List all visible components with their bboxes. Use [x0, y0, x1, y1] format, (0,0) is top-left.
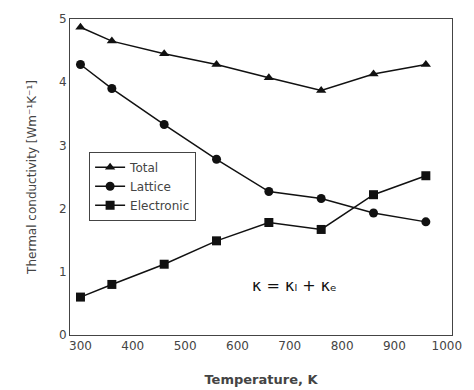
svg-text:1000: 1000 — [431, 339, 462, 353]
svg-text:500: 500 — [174, 339, 197, 353]
svg-text:4: 4 — [59, 75, 67, 89]
svg-text:0: 0 — [59, 328, 67, 342]
svg-text:5: 5 — [59, 12, 67, 26]
svg-text:Thermal conductivity [Wm⁻¹K⁻¹]: Thermal conductivity [Wm⁻¹K⁻¹] — [25, 80, 39, 275]
svg-text:Lattice: Lattice — [130, 180, 171, 194]
svg-text:600: 600 — [226, 339, 249, 353]
svg-text:3: 3 — [59, 139, 67, 153]
svg-text:2: 2 — [59, 202, 67, 216]
svg-text:Electronic: Electronic — [130, 199, 189, 213]
svg-text:κ = κₗ + κₑ: κ = κₗ + κₑ — [252, 276, 337, 295]
svg-text:1: 1 — [59, 265, 67, 279]
svg-text:800: 800 — [331, 339, 354, 353]
svg-text:400: 400 — [121, 339, 144, 353]
svg-text:300: 300 — [69, 339, 92, 353]
svg-text:Total: Total — [129, 161, 158, 175]
svg-text:900: 900 — [383, 339, 406, 353]
svg-text:700: 700 — [278, 339, 301, 353]
svg-text:Temperature, K: Temperature, K — [204, 372, 318, 387]
